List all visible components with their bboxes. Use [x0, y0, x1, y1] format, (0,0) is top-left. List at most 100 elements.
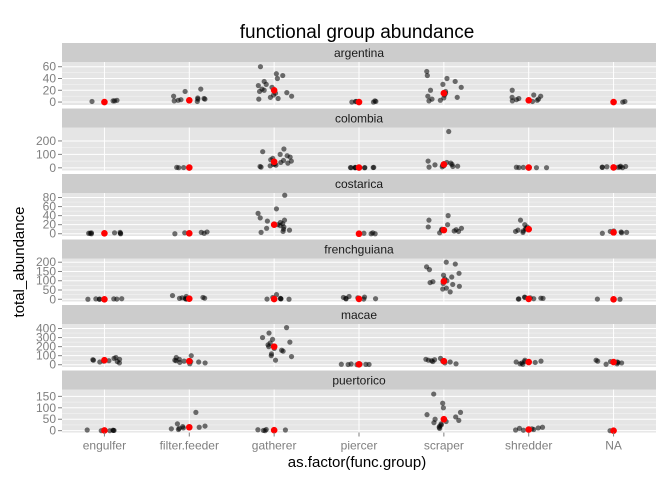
y-tick-label: 200 — [36, 134, 56, 148]
data-point — [624, 229, 630, 235]
y-tick-label: 80 — [43, 191, 57, 205]
data-point — [188, 353, 194, 359]
data-point — [346, 293, 352, 300]
data-point — [440, 272, 447, 278]
data-point — [603, 361, 609, 367]
data-point — [543, 165, 550, 171]
mean-point — [270, 343, 278, 350]
y-tick-label: 400 — [36, 322, 56, 336]
data-point — [454, 94, 460, 100]
x-tick-label: NA — [605, 439, 622, 453]
mean-point — [440, 415, 448, 423]
mean-point — [101, 229, 108, 237]
data-point — [202, 423, 208, 429]
data-point — [371, 164, 377, 171]
mean-point — [185, 229, 193, 237]
mean-point — [440, 89, 448, 97]
data-point — [618, 163, 624, 169]
data-point — [520, 427, 527, 433]
data-point — [282, 427, 289, 433]
data-point — [423, 264, 430, 270]
data-point — [432, 162, 438, 168]
data-point — [84, 427, 90, 433]
data-point — [441, 95, 447, 101]
data-point — [264, 296, 270, 302]
y-tick-label: 300 — [36, 331, 56, 345]
data-point — [114, 358, 120, 365]
data-point — [286, 227, 293, 233]
data-point — [362, 164, 368, 171]
data-point — [456, 270, 462, 276]
data-point — [168, 426, 174, 432]
data-point — [171, 98, 177, 104]
data-point — [85, 296, 91, 302]
data-point — [198, 229, 204, 235]
data-point — [263, 426, 269, 433]
data-point — [453, 227, 459, 233]
y-tick-label: 200 — [36, 340, 56, 354]
mean-point — [185, 423, 193, 431]
data-point — [97, 359, 103, 365]
y-tick-label: 40 — [43, 71, 57, 85]
mean-point — [101, 427, 108, 434]
data-point — [264, 225, 270, 231]
mean-point — [185, 357, 193, 365]
data-point — [279, 347, 285, 353]
data-point — [361, 294, 368, 300]
data-point — [172, 231, 178, 237]
data-point — [204, 229, 210, 235]
y-tick-label: 40 — [43, 209, 57, 223]
y-tick-label: 20 — [43, 218, 57, 232]
data-point — [516, 95, 522, 102]
data-point — [531, 92, 537, 98]
data-point — [509, 87, 515, 93]
data-point — [284, 90, 290, 96]
data-point — [426, 98, 432, 104]
mean-point — [185, 96, 193, 104]
mean-point — [270, 221, 278, 228]
data-point — [257, 64, 264, 70]
data-point — [281, 146, 287, 152]
data-point — [273, 292, 280, 298]
data-point — [196, 359, 202, 365]
mean-point — [525, 96, 533, 104]
data-point — [261, 78, 267, 85]
mean-point — [440, 357, 448, 365]
mean-point — [270, 86, 278, 94]
data-point — [284, 153, 290, 159]
data-point — [456, 283, 462, 289]
data-point — [363, 361, 369, 367]
data-point — [280, 72, 286, 79]
data-point — [431, 391, 437, 397]
data-point — [373, 98, 379, 105]
x-tick-label: filter.feeder — [160, 439, 219, 453]
mean-point — [440, 161, 448, 168]
y-tick-label: 0 — [49, 424, 56, 438]
data-point — [449, 274, 455, 280]
data-point — [111, 296, 117, 302]
data-point — [427, 87, 434, 93]
mean-point — [355, 164, 363, 171]
data-point — [535, 425, 541, 431]
data-point — [280, 157, 287, 164]
data-point — [425, 93, 431, 99]
facet-strip — [62, 239, 656, 259]
mean-point — [440, 277, 448, 285]
mean-point — [610, 358, 617, 366]
data-point — [277, 151, 283, 157]
data-point — [440, 81, 446, 87]
data-point — [424, 412, 430, 418]
data-point — [538, 93, 544, 99]
data-point — [96, 296, 103, 302]
data-point — [430, 279, 436, 285]
data-point — [447, 359, 453, 365]
data-point — [258, 164, 264, 170]
data-point — [453, 414, 459, 420]
data-point — [348, 361, 354, 367]
data-point — [272, 357, 279, 363]
data-point — [111, 427, 117, 434]
data-point — [182, 88, 188, 95]
mean-point — [185, 295, 193, 303]
mean-point — [525, 426, 533, 433]
